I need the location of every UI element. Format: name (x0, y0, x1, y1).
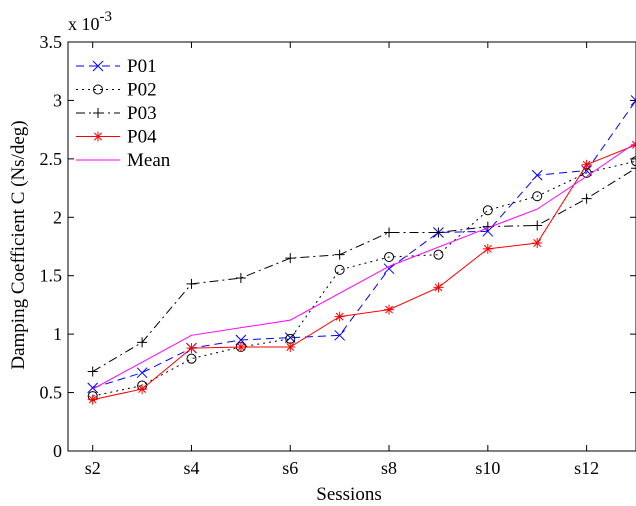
data-point-p03 (186, 278, 197, 289)
data-point-p04 (137, 384, 148, 395)
data-point-p02 (384, 252, 395, 263)
x-tick-label: s8 (381, 458, 397, 478)
series-p03 (87, 163, 636, 377)
legend-label-mean: Mean (127, 150, 171, 171)
data-point-p03 (384, 227, 395, 238)
data-point-p04 (384, 304, 395, 315)
x-tick-label: s4 (183, 458, 199, 478)
series-mean (92, 142, 636, 390)
data-point-p03 (334, 249, 345, 260)
y-multiplier-exponent: -3 (100, 9, 113, 25)
axes-frame (67, 41, 636, 452)
axes-layer: 0 0.5 1 1.5 2 2.5 3 3.5 s2 s4 s6 s8 s10 s12 (40, 32, 636, 478)
data-point-p02 (433, 249, 444, 260)
series-line-p01 (92, 100, 636, 389)
y-tick-label: 0.5 (40, 383, 63, 403)
data-point-p03 (532, 220, 543, 231)
legend-label-p03: P03 (127, 103, 157, 124)
data-point-p04 (334, 311, 345, 322)
y-tick-label: 2.5 (40, 149, 63, 169)
series-line-p04 (92, 144, 636, 401)
data-point-p04 (532, 237, 543, 248)
y-tick-label: 1 (53, 324, 62, 344)
y-tick-label: 0 (53, 441, 62, 461)
data-point-p04 (235, 341, 246, 352)
y-axis-title: Damping Coefficient C (Ns/deg) (8, 120, 29, 369)
y-tick-label: 3 (53, 90, 62, 110)
y-tick-label: 1.5 (40, 266, 63, 286)
legend-item-p03: P03 (76, 103, 157, 124)
data-point-p03 (581, 193, 592, 204)
data-point-p04 (285, 341, 296, 352)
data-point-p01 (334, 329, 346, 341)
legend-item-p02: P02 (76, 80, 157, 101)
legend-marker-p02 (93, 84, 103, 95)
data-point-p01 (136, 367, 148, 379)
y-tick-label: 3.5 (40, 32, 63, 52)
series-p02 (87, 156, 636, 402)
data-point-p04 (433, 282, 444, 293)
legend-item-mean: Mean (76, 150, 171, 171)
series-layer (87, 95, 636, 405)
data-point-p03 (137, 337, 148, 348)
data-point-p04 (581, 159, 592, 170)
legend-marker-p03 (93, 108, 103, 118)
data-point-p03 (631, 163, 636, 174)
legend-item-p01: P01 (76, 56, 157, 77)
data-point-p01 (284, 332, 296, 344)
data-point-p03 (235, 273, 246, 284)
data-point-p02 (631, 156, 636, 167)
x-tick-label: s6 (282, 458, 298, 478)
x-tick-label: s10 (475, 458, 500, 478)
y-multiplier-label: x 10-3 (68, 9, 112, 34)
data-point-p03 (433, 227, 444, 238)
series-p04 (87, 139, 636, 405)
data-point-p03 (87, 366, 98, 377)
x-tick-label: s2 (85, 458, 101, 478)
legend-item-p04: P04 (76, 127, 157, 148)
legend-marker-p04 (93, 131, 103, 142)
legend-label-p01: P01 (127, 56, 157, 77)
legend-label-p02: P02 (127, 80, 157, 101)
y-tick-label: 2 (53, 207, 62, 227)
data-point-p02 (532, 191, 543, 202)
data-point-p02 (482, 205, 493, 216)
legend-label-p04: P04 (127, 127, 157, 148)
data-point-p01 (531, 169, 543, 181)
series-line-p03 (92, 167, 636, 372)
data-point-p04 (87, 394, 98, 405)
series-line-mean (92, 142, 636, 390)
data-point-p04 (482, 243, 493, 254)
data-point-p02 (186, 353, 197, 364)
y-multiplier-base: x 10 (68, 14, 100, 34)
data-point-p01 (87, 382, 99, 394)
x-axis-title: Sessions (316, 484, 381, 505)
data-point-p02 (285, 333, 296, 344)
data-point-p01 (630, 95, 636, 106)
legend-marker-p01 (92, 60, 104, 72)
data-point-p04 (186, 343, 197, 354)
data-point-p02 (334, 264, 345, 275)
data-point-p03 (285, 253, 296, 264)
x-tick-label: s12 (574, 458, 599, 478)
series-line-p02 (92, 160, 636, 397)
